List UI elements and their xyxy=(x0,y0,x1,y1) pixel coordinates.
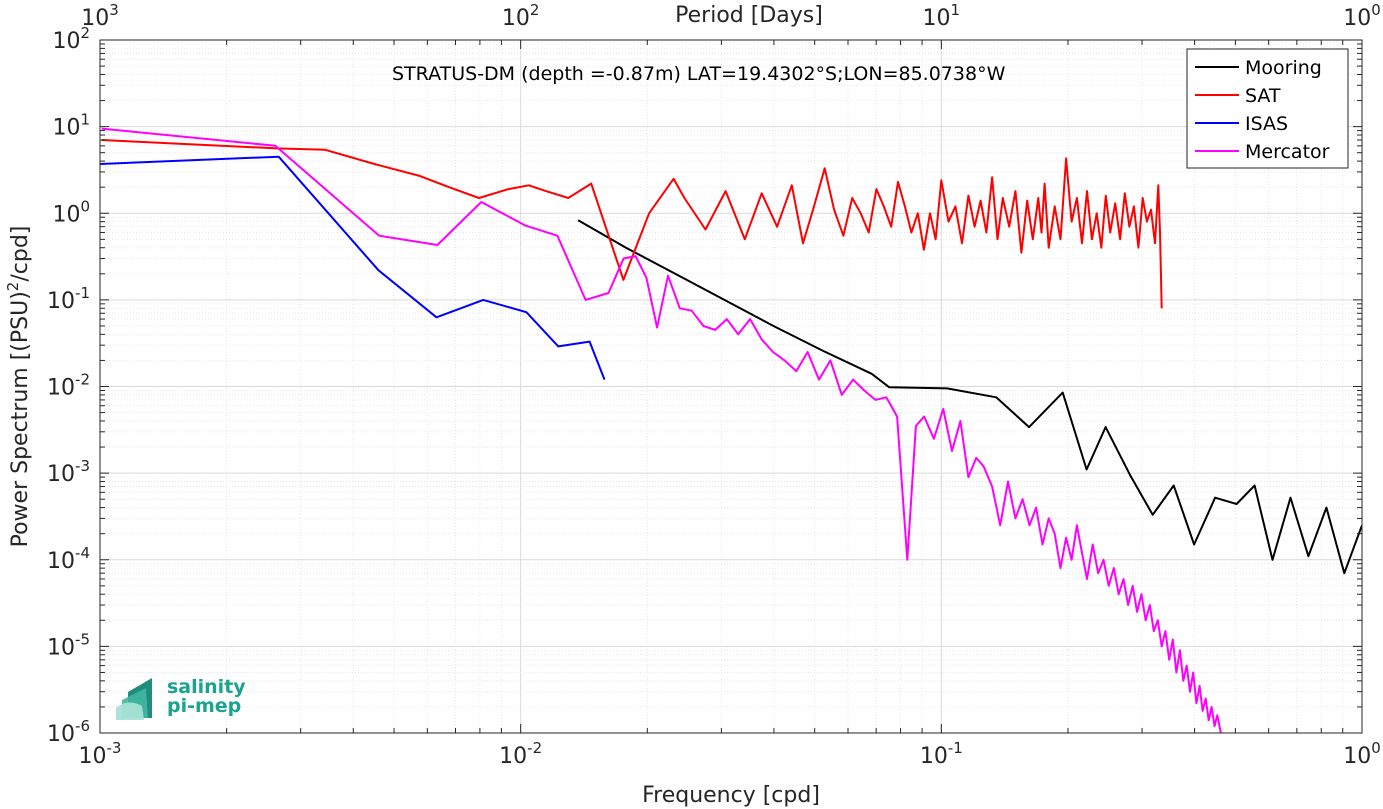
y-tick-label-exp: -2 xyxy=(75,371,90,389)
top-tick-label-base: 10 xyxy=(502,6,530,31)
x-tick-label-exp: -2 xyxy=(527,739,542,757)
y-tick-label: 101 xyxy=(52,111,90,141)
x-tick-label-base: 10 xyxy=(79,744,107,769)
x-tick-label-exp: -1 xyxy=(948,739,963,757)
legend: Mooring SAT ISAS Mercator xyxy=(1186,48,1349,169)
salinity-pi-mep-logo: salinity pi-mep xyxy=(116,676,246,720)
y-tick-label: 10-5 xyxy=(47,630,90,660)
series-line-sat xyxy=(101,139,1163,309)
top-tick-label: 101 xyxy=(923,1,961,31)
y-tick-label-base: 10 xyxy=(52,29,80,54)
top-tick-label-base: 10 xyxy=(1343,6,1371,31)
tick-marks xyxy=(99,39,1363,734)
y-tick-label-base: 10 xyxy=(47,549,75,574)
y-tick-label-base: 10 xyxy=(52,202,80,227)
series-line-isas xyxy=(100,155,606,380)
top-axis-label: Period [Days] xyxy=(675,3,823,28)
y-tick-label-exp: 0 xyxy=(80,197,90,215)
top-tick-label-exp: 0 xyxy=(1371,1,1381,19)
y-tick-label-exp: -6 xyxy=(75,717,90,735)
top-tick-label-base: 10 xyxy=(923,6,951,31)
logo-wave-front xyxy=(116,702,144,720)
x-tick-label-base: 10 xyxy=(499,744,527,769)
y-tick-label: 102 xyxy=(52,24,90,54)
top-tick-label-exp: 1 xyxy=(951,1,961,19)
y-tick-label-exp: -5 xyxy=(75,630,90,648)
y-tick-label-base: 10 xyxy=(47,722,75,747)
logo-line2: pi-mep xyxy=(167,695,241,717)
y-tick-label: 10-4 xyxy=(47,544,90,574)
top-tick-label-exp: 3 xyxy=(109,1,119,19)
legend-label-sat: SAT xyxy=(1245,85,1281,107)
y-tick-label: 10-3 xyxy=(47,457,90,487)
logo-line1: salinity xyxy=(167,676,246,698)
x-tick-label: 100 xyxy=(1343,739,1381,769)
y-axis-label-main: Power Spectrum [(PSU) xyxy=(8,291,33,547)
x-tick-label: 10-3 xyxy=(79,739,122,769)
y-tick-label: 10-1 xyxy=(47,284,90,314)
x-axis-label: Frequency [cpd] xyxy=(642,783,820,808)
x-tick-label: 10-1 xyxy=(920,739,963,769)
y-tick-label-exp: -4 xyxy=(75,544,90,562)
y-tick-label: 10-6 xyxy=(47,717,90,747)
y-tick-label-base: 10 xyxy=(52,116,80,141)
x-tick-label-exp: -3 xyxy=(107,739,122,757)
legend-box xyxy=(1186,48,1349,169)
y-tick-label-exp: -1 xyxy=(75,284,90,302)
y-tick-label-base: 10 xyxy=(47,376,75,401)
top-tick-label: 100 xyxy=(1343,1,1381,31)
x-tick-label-base: 10 xyxy=(1343,744,1371,769)
y-tick-label-exp: -3 xyxy=(75,457,90,475)
series-layer xyxy=(100,127,1362,733)
legend-label-mercator: Mercator xyxy=(1245,141,1330,163)
y-tick-label-exp: 1 xyxy=(80,111,90,129)
x-tick-label-exp: 0 xyxy=(1371,739,1381,757)
top-tick-label-exp: 2 xyxy=(530,1,540,19)
y-tick-label-base: 10 xyxy=(47,635,75,660)
y-axis-label: Power Spectrum [(PSU)2/cpd] xyxy=(4,226,33,548)
legend-label-mooring: Mooring xyxy=(1245,57,1322,79)
top-tick-label-base: 10 xyxy=(81,6,109,31)
y-tick-label: 10-2 xyxy=(47,371,90,401)
legend-label-isas: ISAS xyxy=(1245,113,1288,135)
x-tick-label-base: 10 xyxy=(920,744,948,769)
y-tick-label: 100 xyxy=(52,197,90,227)
top-tick-label: 102 xyxy=(502,1,540,31)
station-annotation: STRATUS-DM (depth =-0.87m) LAT=19.4302°S… xyxy=(392,63,1006,85)
y-tick-label-exp: 2 xyxy=(80,24,90,42)
series-line-mooring xyxy=(577,219,1362,575)
y-tick-label-base: 10 xyxy=(47,289,75,314)
x-tick-label: 10-2 xyxy=(499,739,542,769)
y-axis-label-sup: 2 xyxy=(4,282,22,292)
top-tick-label: 103 xyxy=(81,1,119,31)
series-line-mercator xyxy=(101,127,1222,733)
y-axis-label-tail: /cpd] xyxy=(8,226,33,282)
grid xyxy=(99,40,1362,734)
y-tick-label-base: 10 xyxy=(47,462,75,487)
